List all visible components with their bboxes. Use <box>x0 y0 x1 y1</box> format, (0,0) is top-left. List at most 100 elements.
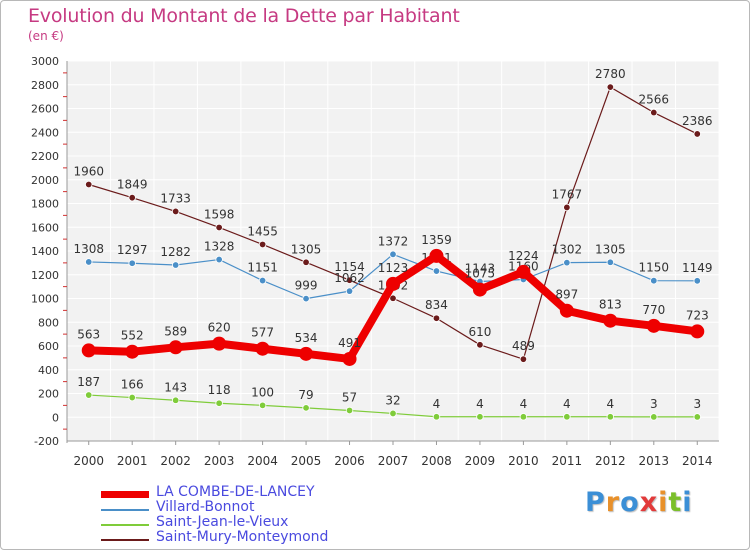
y-tick-label: 2200 <box>31 150 59 163</box>
data-label: 723 <box>686 308 709 322</box>
data-label: 1075 <box>465 267 496 281</box>
data-point <box>386 276 400 291</box>
data-label: 770 <box>642 303 665 317</box>
y-tick-label: 1200 <box>31 269 59 282</box>
data-label: 1305 <box>291 242 322 256</box>
data-label: 1733 <box>160 191 191 205</box>
x-tick-label: 2011 <box>552 454 583 468</box>
x-tick-label: 2012 <box>595 454 626 468</box>
data-label: 1151 <box>247 261 278 275</box>
data-point <box>212 336 227 351</box>
data-point <box>302 404 310 412</box>
data-label: 813 <box>599 298 622 312</box>
data-point <box>432 413 441 421</box>
data-point <box>389 294 397 302</box>
data-point <box>563 258 571 267</box>
data-label: 32 <box>385 393 400 407</box>
data-label: 1154 <box>334 260 365 274</box>
logo-letter: t <box>668 487 683 518</box>
data-point <box>85 180 93 189</box>
data-point <box>606 413 615 421</box>
data-label: 489 <box>512 339 535 353</box>
x-tick-label: 2010 <box>508 454 539 468</box>
data-label: 1282 <box>160 245 191 259</box>
logo-letter: i <box>658 487 669 518</box>
data-point <box>345 276 354 284</box>
y-tick-label: 1000 <box>31 293 59 306</box>
data-label: 1960 <box>73 165 104 179</box>
y-tick-label: 800 <box>38 316 59 329</box>
x-tick-label: 2009 <box>465 454 496 468</box>
data-point <box>258 401 267 410</box>
data-point <box>215 255 223 264</box>
data-label: 1123 <box>378 261 409 275</box>
data-point <box>302 294 310 303</box>
legend-label: LA COMBE-DE-LANCEY <box>156 484 315 500</box>
legend-swatch <box>101 524 149 526</box>
data-label: 610 <box>468 325 491 339</box>
data-point <box>606 258 615 266</box>
data-point <box>690 324 705 339</box>
data-point <box>85 391 93 399</box>
x-tick-label: 2008 <box>421 454 452 468</box>
data-label: 1143 <box>465 262 496 276</box>
data-label: 79 <box>298 388 313 402</box>
data-label: 534 <box>295 331 318 345</box>
data-point <box>476 413 484 421</box>
y-tick-label: 2800 <box>31 79 59 92</box>
data-point <box>516 264 531 279</box>
data-point <box>693 130 701 138</box>
data-label: 3 <box>650 397 658 411</box>
legend-label: Saint-Jean-le-Vieux <box>156 514 289 530</box>
data-label: 999 <box>295 279 318 293</box>
data-point <box>650 276 658 285</box>
y-tick-label: 0 <box>52 411 59 424</box>
data-label: 1149 <box>682 261 713 275</box>
unit-label: (en €) <box>28 29 64 43</box>
data-point <box>563 203 571 212</box>
data-point <box>171 396 180 404</box>
data-point <box>168 340 183 355</box>
legend-swatch <box>101 491 149 498</box>
data-point <box>215 223 223 232</box>
x-tick-label: 2003 <box>204 454 235 468</box>
data-label: 1150 <box>639 261 670 275</box>
data-point <box>650 413 658 421</box>
y-tick-label: 1800 <box>31 198 59 211</box>
y-tick-label: 400 <box>38 364 59 377</box>
x-tick-label: 2002 <box>160 454 191 468</box>
data-point <box>128 193 136 202</box>
y-tick-label: 1400 <box>31 245 59 258</box>
x-tick-label: 2004 <box>247 454 278 468</box>
data-point <box>389 409 397 418</box>
data-point <box>693 413 701 421</box>
data-label: 1598 <box>204 207 235 221</box>
logo-letter: x <box>639 487 659 518</box>
data-point <box>603 313 618 328</box>
data-label: 118 <box>208 383 231 397</box>
data-label: 1308 <box>73 242 104 256</box>
data-label: 1062 <box>334 271 365 285</box>
legend-label: Saint-Mury-Monteymond <box>156 529 329 545</box>
data-point <box>345 287 354 295</box>
data-point <box>606 83 615 91</box>
data-point <box>125 344 140 359</box>
logo-letter: r <box>605 487 621 518</box>
data-point <box>128 393 136 402</box>
x-tick-label: 2001 <box>117 454 148 468</box>
proxiti-logo: Proxiti <box>585 487 693 518</box>
data-point <box>128 259 136 267</box>
data-point <box>472 282 487 297</box>
data-point <box>342 351 357 366</box>
legend-swatch <box>101 539 149 541</box>
data-label: 2386 <box>682 114 713 128</box>
y-tick-label: 200 <box>38 388 59 401</box>
data-label: 620 <box>208 321 231 335</box>
data-point <box>171 207 180 216</box>
x-tick-label: 2000 <box>73 454 104 468</box>
data-point <box>559 303 574 318</box>
data-label: 143 <box>164 380 187 394</box>
data-point <box>519 355 528 363</box>
data-point <box>299 346 314 361</box>
